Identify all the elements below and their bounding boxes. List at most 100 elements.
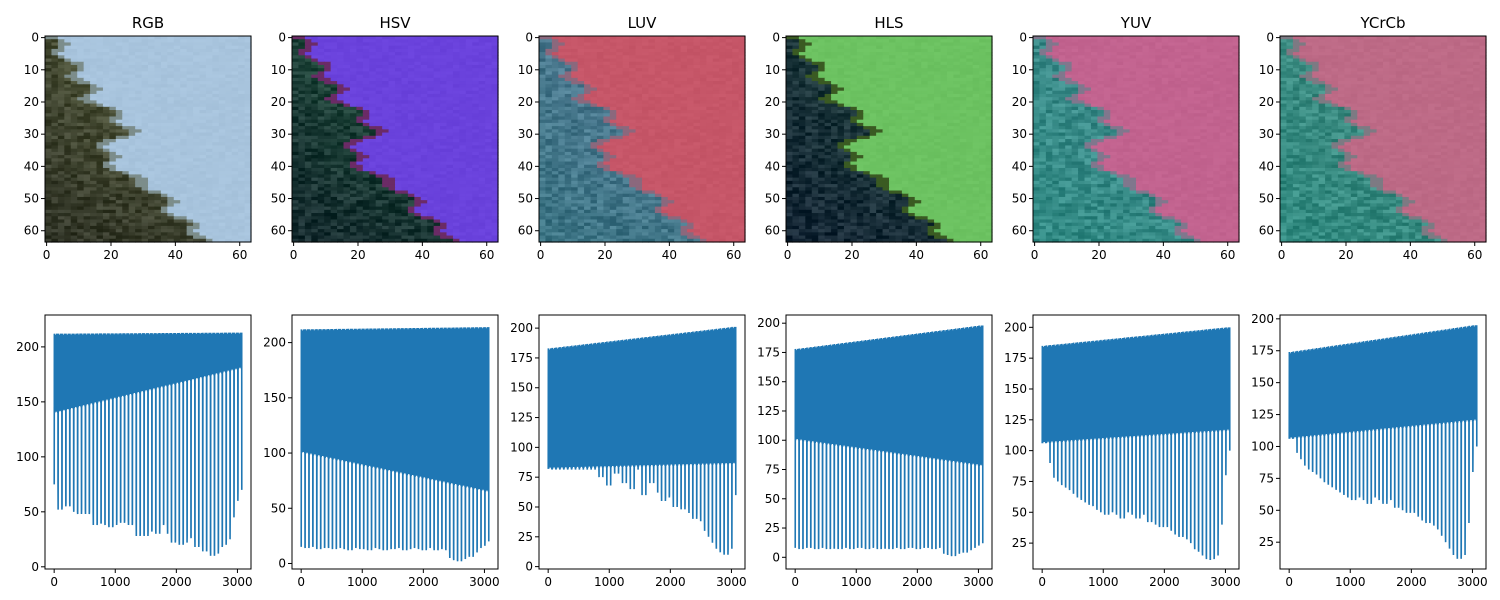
image-pixel <box>420 229 428 233</box>
image-pixel <box>212 232 220 237</box>
image-pixel <box>57 36 65 40</box>
image-pixel <box>128 87 136 92</box>
image-pixel <box>70 93 78 98</box>
image-pixel <box>680 39 688 44</box>
image-pixel <box>349 74 357 79</box>
image-pixel <box>420 216 428 221</box>
y-tick-label: 60 <box>271 224 286 238</box>
image-pixel <box>77 148 85 153</box>
image-pixel <box>90 209 98 214</box>
image-pixel <box>446 196 454 201</box>
image-pixel <box>433 129 441 134</box>
image-pixel <box>472 142 480 147</box>
image-pixel <box>375 219 383 224</box>
image-pixel <box>70 122 78 127</box>
image-pixel <box>238 235 246 240</box>
image-pixel <box>218 187 226 192</box>
image-pixel <box>122 148 130 153</box>
image-pixel <box>115 48 123 53</box>
image-pixel <box>571 87 579 92</box>
image-pixel <box>395 58 403 63</box>
image-pixel <box>115 155 123 159</box>
image-pixel <box>173 68 181 73</box>
image-pixel <box>57 87 65 92</box>
image-pixel <box>324 155 332 159</box>
image-pixel <box>584 71 592 76</box>
image-pixel <box>337 84 345 89</box>
image-pixel <box>446 129 454 134</box>
image-pixel <box>596 77 604 82</box>
image-pixel <box>382 52 390 56</box>
image-pixel <box>193 39 201 44</box>
image-pixel <box>712 55 720 60</box>
image-pixel <box>292 68 300 73</box>
image-pixel <box>337 164 345 169</box>
image-pixel <box>77 116 85 121</box>
image-pixel <box>330 74 338 79</box>
image-pixel <box>446 42 454 47</box>
image-pixel <box>83 61 91 66</box>
image-pixel <box>564 106 572 111</box>
image-pixel <box>465 100 473 105</box>
image-pixel <box>135 129 143 134</box>
image-pixel <box>732 64 740 69</box>
image-pixel <box>564 52 572 56</box>
image-pixel <box>680 64 688 69</box>
image-pixel <box>115 110 123 114</box>
image-pixel <box>292 116 300 121</box>
image-pixel <box>558 71 566 76</box>
image-pixel <box>244 203 252 208</box>
image-pixel <box>577 39 585 44</box>
image-pixel <box>128 235 136 240</box>
image-pixel <box>70 71 78 76</box>
image-pixel <box>122 151 130 156</box>
image-pixel <box>311 103 319 108</box>
image-pixel <box>83 58 91 63</box>
image-pixel <box>311 206 319 211</box>
image-pixel <box>96 142 104 147</box>
image-pixel <box>205 126 213 130</box>
image-pixel <box>57 126 65 130</box>
image-pixel <box>135 126 143 130</box>
image-pixel <box>337 90 345 95</box>
image-pixel <box>414 39 422 44</box>
image-pixel <box>64 39 72 44</box>
image-pixel <box>128 135 136 140</box>
image-pixel <box>180 116 188 121</box>
image-pixel <box>349 219 357 224</box>
image-pixel <box>304 61 312 66</box>
image-pixel <box>70 55 78 60</box>
image-pixel <box>719 113 727 118</box>
image-pixel <box>199 48 207 53</box>
image-pixel <box>141 164 149 169</box>
image-pixel <box>375 45 383 50</box>
image-pixel <box>349 196 357 201</box>
image-pixel <box>362 64 370 69</box>
image-pixel <box>472 48 480 53</box>
image-pixel <box>199 193 207 198</box>
image-pixel <box>349 97 357 101</box>
image-pixel <box>90 126 98 130</box>
image-pixel <box>218 158 226 163</box>
image-pixel <box>324 116 332 121</box>
image-pixel <box>446 90 454 95</box>
image-pixel <box>51 129 59 134</box>
image-pixel <box>693 97 701 101</box>
image-pixel <box>57 52 65 56</box>
image-pixel <box>225 187 233 192</box>
image-pixel <box>414 187 422 192</box>
image-pixel <box>51 145 59 150</box>
image-pixel <box>218 126 226 130</box>
image-pixel <box>414 190 422 195</box>
image-pixel <box>629 100 637 105</box>
image-pixel <box>311 209 319 214</box>
image-pixel <box>304 129 312 134</box>
image-pixel <box>440 148 448 153</box>
image-pixel <box>459 39 467 44</box>
image-pixel <box>298 200 306 204</box>
image-pixel <box>558 64 566 69</box>
image-pixel <box>738 97 746 101</box>
image-pixel <box>57 200 65 204</box>
image-pixel <box>292 235 300 240</box>
image-pixel <box>90 135 98 140</box>
